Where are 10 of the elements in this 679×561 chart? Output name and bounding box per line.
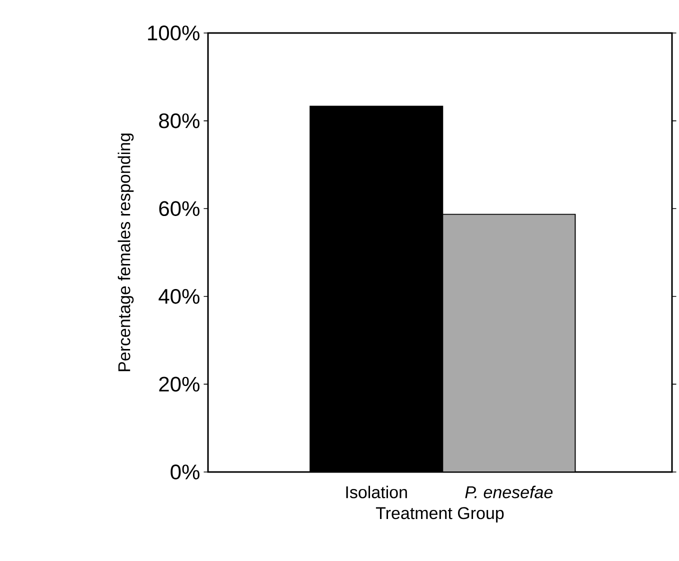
x-tick-label: Isolation: [346, 486, 407, 498]
x-tick-label: P. enesefae: [465, 486, 553, 498]
y-tick-label: 100%: [148, 26, 200, 40]
y-tick-label: 20%: [159, 376, 200, 392]
y-tick-label: 40%: [158, 288, 200, 304]
y-tick-label: 80%: [159, 113, 200, 128]
y-axis-title: Percentage females responding: [118, 134, 134, 372]
y-tick-label: 60%: [159, 201, 200, 216]
y-tick-label: 0%: [170, 464, 200, 480]
x-axis-title: Treatment Group: [376, 507, 504, 523]
